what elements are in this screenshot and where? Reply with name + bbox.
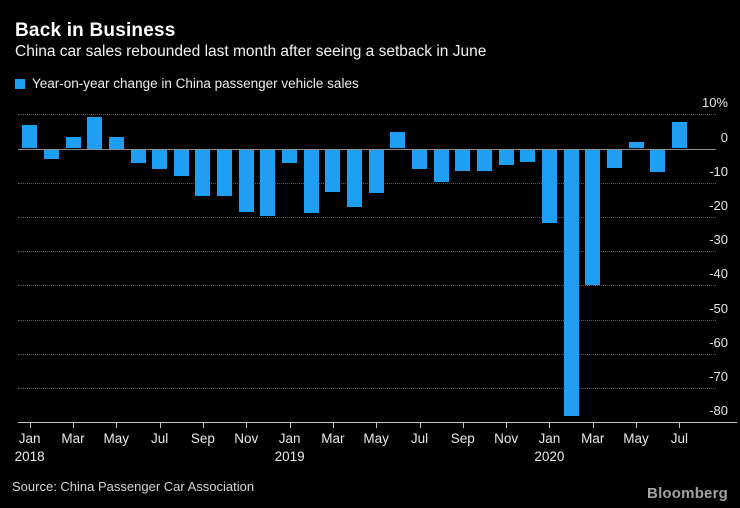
- legend-swatch-icon: [15, 78, 25, 89]
- x-tick-label: Mar: [581, 431, 605, 447]
- y-axis-label: -10: [709, 163, 728, 179]
- bar: [628, 142, 644, 149]
- year-label: 2018: [14, 449, 45, 465]
- y-axis-label: -50: [709, 300, 728, 316]
- x-tick-label: Mar: [321, 431, 345, 447]
- y-axis-label: -30: [709, 232, 728, 248]
- bar: [671, 122, 687, 149]
- bar: [195, 149, 211, 197]
- x-tick: [289, 423, 291, 429]
- bar: [347, 149, 362, 207]
- grid-line: [18, 387, 716, 389]
- bar: [585, 149, 601, 285]
- bar: [260, 149, 276, 217]
- x-tick: [679, 423, 681, 429]
- x-tick: [332, 423, 334, 429]
- x-tick-label: May: [623, 431, 649, 447]
- bar: [477, 149, 492, 171]
- y-axis-label: -20: [709, 197, 728, 213]
- grid-line: [18, 319, 716, 321]
- bar: [541, 149, 557, 224]
- bar: [412, 149, 427, 169]
- x-tick: [202, 423, 204, 429]
- x-tick-label: Jul: [150, 431, 169, 447]
- grid-line: [18, 182, 716, 184]
- x-axis-line: [18, 422, 737, 424]
- x-tick: [419, 423, 421, 429]
- bar: [152, 149, 168, 169]
- x-tick: [29, 423, 31, 429]
- x-tick: [506, 423, 508, 429]
- bar: [65, 137, 81, 149]
- x-tick: [462, 423, 464, 429]
- grid-line: [18, 251, 716, 253]
- x-tick-label: Jan: [278, 431, 301, 447]
- source-note: Source: China Passenger Car Association: [12, 479, 255, 494]
- bar: [217, 149, 233, 197]
- x-tick-label: Mar: [61, 431, 85, 447]
- x-tick-label: Nov: [234, 431, 259, 447]
- bar: [368, 149, 384, 194]
- y-axis-label: -70: [709, 368, 728, 384]
- grid-line: [18, 114, 716, 116]
- x-tick: [549, 423, 551, 429]
- bar: [22, 124, 38, 149]
- bar: [433, 149, 449, 182]
- year-label: 2019: [274, 449, 305, 465]
- bar: [43, 149, 59, 160]
- bloomberg-logo: Bloomberg: [647, 485, 728, 502]
- chart-title: Back in Business: [15, 20, 176, 41]
- bar: [325, 149, 341, 192]
- bar: [520, 149, 536, 162]
- y-axis-label: 10%: [701, 95, 728, 111]
- x-tick-label: May: [363, 431, 389, 447]
- grid-line: [18, 216, 716, 218]
- x-tick: [246, 423, 248, 429]
- x-tick-label: Jan: [538, 431, 561, 447]
- x-tick-label: Jan: [18, 431, 41, 447]
- bar: [282, 149, 298, 164]
- y-axis-label: 0: [720, 129, 728, 145]
- x-tick-label: Jul: [670, 431, 689, 447]
- grid-line: [18, 353, 716, 355]
- zero-baseline: [18, 148, 716, 150]
- x-tick: [116, 423, 118, 429]
- bar: [455, 149, 471, 171]
- legend-label: Year-on-year change in China passenger v…: [32, 76, 359, 91]
- chart-subtitle: China car sales rebounded last month aft…: [15, 43, 487, 60]
- bar: [108, 136, 124, 149]
- legend: Year-on-year change in China passenger v…: [15, 76, 359, 91]
- x-tick: [592, 423, 594, 429]
- grid-line: [18, 285, 716, 287]
- bar: [173, 149, 189, 176]
- x-tick: [636, 423, 637, 429]
- x-tick-label: Nov: [494, 431, 519, 447]
- bar: [130, 149, 146, 164]
- bar: [606, 149, 622, 169]
- bar: [303, 149, 319, 214]
- x-tick-label: Jul: [410, 431, 429, 447]
- x-tick-label: May: [103, 431, 130, 447]
- x-tick-label: Sep: [190, 431, 215, 447]
- bar: [390, 132, 406, 149]
- x-tick: [159, 423, 161, 429]
- y-axis-label: -60: [709, 334, 728, 350]
- x-tick: [73, 423, 74, 429]
- bar: [87, 117, 103, 149]
- bar: [498, 149, 514, 166]
- bar: [650, 149, 666, 172]
- y-axis-label: -80: [709, 403, 728, 419]
- x-tick-label: Sep: [450, 431, 475, 447]
- x-tick: [376, 423, 378, 429]
- year-label: 2020: [534, 449, 565, 465]
- y-axis-label: -40: [709, 266, 728, 282]
- bar: [563, 149, 579, 416]
- bar: [238, 149, 254, 213]
